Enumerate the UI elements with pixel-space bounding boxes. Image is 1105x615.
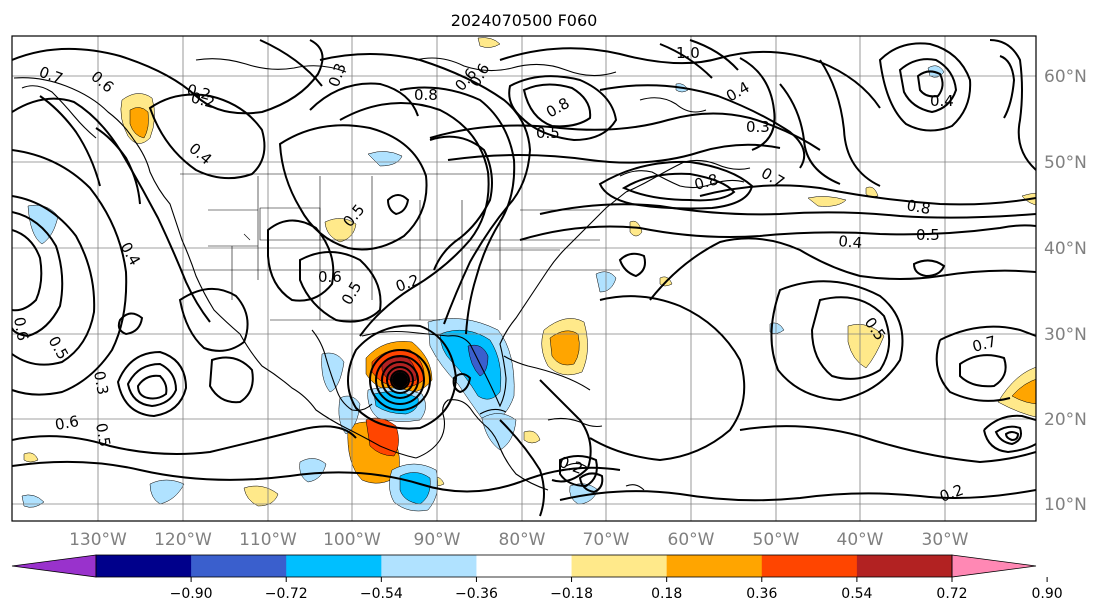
colorbar-frame <box>95 554 953 578</box>
lat-label: 30°N <box>1044 325 1087 345</box>
lon-label: 120°W <box>154 530 212 550</box>
shade-neg <box>149 479 185 505</box>
colorbar-segment <box>286 555 382 577</box>
lat-label: 50°N <box>1044 153 1087 173</box>
longitude-labels: 130°W 120°W 110°W 100°W 90°W 80°W 70°W 6… <box>69 530 969 550</box>
shade-pos <box>847 324 885 369</box>
colorbar-segment <box>761 555 858 577</box>
contour-label: 0.4 <box>838 232 863 252</box>
shade-pos <box>807 196 847 207</box>
lon-label: 40°W <box>837 530 884 550</box>
colorbar-tick-label: 0.18 <box>651 586 682 602</box>
colorbar-tick-label: −0.36 <box>455 586 498 602</box>
colorbar-segment <box>476 555 573 577</box>
colorbar-tick-label: −0.18 <box>550 586 593 602</box>
lon-label: 30°W <box>922 530 969 550</box>
colorbar-segment <box>571 555 668 577</box>
lon-label: 70°W <box>583 530 630 550</box>
lon-label: 90°W <box>414 530 461 550</box>
colorbar-ticks: −0.90 −0.72 −0.54 −0.36 −0.18 0.18 0.36 0.54 0.7… <box>170 577 1063 602</box>
map-panel: 0.6 0.2 0.6 1.0 0.7 0.4 0.3 0.8 0.5 0.8 … <box>10 35 1037 522</box>
contour-label: 1.0 <box>676 44 700 62</box>
colorbar-segment <box>96 555 192 577</box>
colorbar-extend-low <box>11 554 97 578</box>
contour-label: 0.5 <box>536 124 560 142</box>
contour-label: 0.6 <box>10 316 32 343</box>
contour-label: 0.5 <box>916 226 940 244</box>
shade-pos <box>1011 378 1036 405</box>
colorbar-segments <box>11 554 1037 578</box>
shade-pos <box>243 485 279 507</box>
lon-label: 60°W <box>668 530 715 550</box>
lon-label: 50°W <box>753 530 800 550</box>
colorbar-tick-label: 0.72 <box>936 586 967 602</box>
shade-pos <box>23 452 39 463</box>
contour-label: 0.4 <box>930 92 954 110</box>
shade-neg <box>439 329 502 400</box>
lat-label: 60°N <box>1044 67 1087 87</box>
colorbar-tick-label: 0.90 <box>1032 586 1063 602</box>
map-frame <box>11 35 1037 522</box>
colorbar-segment <box>381 555 477 577</box>
colorbar-tick-label: −0.54 <box>360 586 403 602</box>
contour-label: 0.7 <box>970 332 998 356</box>
colorbar-segment <box>666 555 763 577</box>
colorbar-tick-label: −0.72 <box>265 586 308 602</box>
colorbar-tick-label: 0.36 <box>746 586 777 602</box>
contour-label: 0.3 <box>746 118 770 136</box>
contour-label: 0.6 <box>54 412 81 434</box>
colorbar-tick-label: 0.54 <box>841 586 872 602</box>
contour-label: 0.2 <box>189 88 217 112</box>
contour-label: 0.2 <box>185 80 213 104</box>
colorbar: −0.90 −0.72 −0.54 −0.36 −0.18 0.18 0.36 0.54 0.7… <box>11 554 1063 602</box>
contour-label: 0.6 <box>318 268 342 286</box>
lon-label: 100°W <box>323 530 381 550</box>
shade-pos <box>523 430 541 444</box>
shading-layer <box>21 37 1036 512</box>
graticule <box>12 36 1036 521</box>
contour-label: 0.3 <box>90 370 112 397</box>
contour-label: 0.8 <box>692 170 720 194</box>
map-title: 2024070500 F060 <box>451 11 598 30</box>
lat-label: 20°N <box>1044 410 1087 430</box>
contour-label: 0.8 <box>905 196 932 218</box>
storm-center-marker <box>392 372 408 388</box>
lat-label: 10°N <box>1044 495 1087 515</box>
contour-label: 0.8 <box>414 86 438 104</box>
latitude-labels: 60°N 50°N 40°N 30°N 20°N 10°N <box>1044 67 1087 515</box>
shade-pos <box>129 107 149 139</box>
contour-lines <box>12 39 1036 517</box>
lon-label: 110°W <box>239 530 297 550</box>
colorbar-segment <box>856 555 953 577</box>
colorbar-segment <box>191 555 287 577</box>
colorbar-tick-label: −0.90 <box>170 586 213 602</box>
shade-pos <box>549 330 580 366</box>
shade-pos <box>477 37 501 48</box>
colorbar-extend-high <box>951 554 1037 578</box>
shade-neg <box>481 413 517 451</box>
lon-label: 130°W <box>69 530 127 550</box>
lat-label: 40°N <box>1044 239 1087 259</box>
contour-label: 0.5 <box>92 422 114 449</box>
shade-pos <box>324 218 357 243</box>
lon-label: 80°W <box>499 530 546 550</box>
shade-neg <box>569 483 599 505</box>
